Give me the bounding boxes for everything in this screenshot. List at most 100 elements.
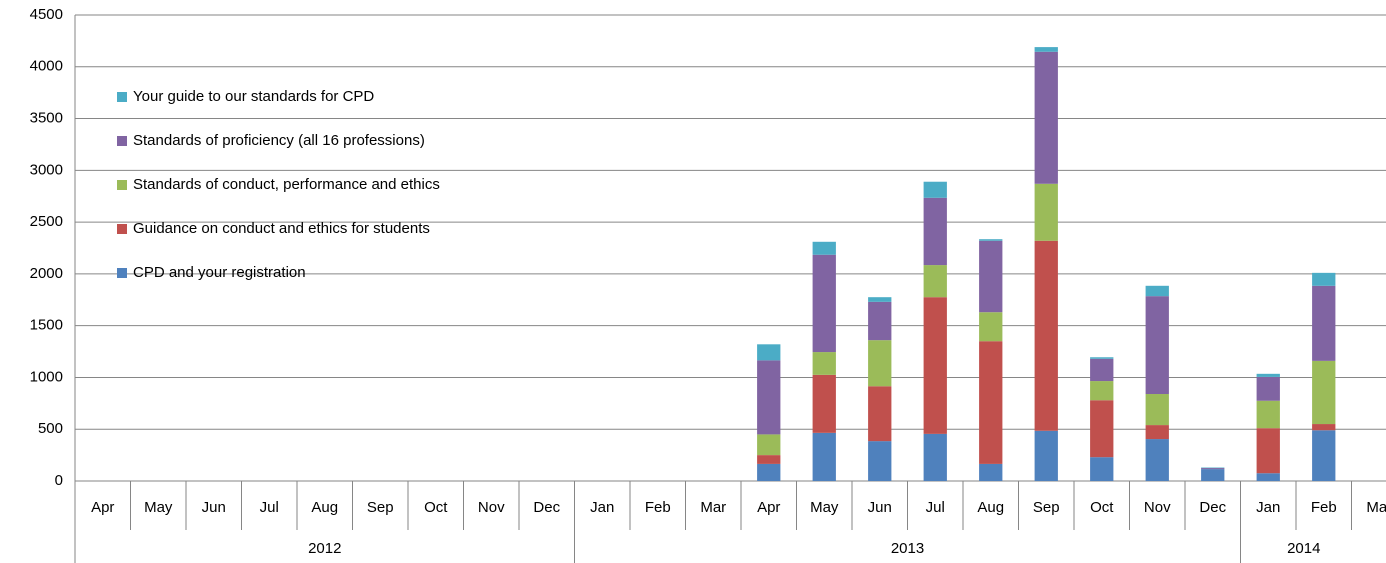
year-label: 2014 bbox=[1287, 540, 1320, 557]
x-tick-label: Jun bbox=[202, 499, 226, 516]
bar-segment bbox=[1256, 428, 1280, 474]
bar-segment bbox=[868, 297, 892, 302]
legend-label: Standards of conduct, performance and et… bbox=[133, 176, 440, 193]
x-tick-label: Apr bbox=[757, 499, 780, 516]
bar-segment bbox=[1034, 430, 1058, 481]
bar-segment bbox=[812, 352, 836, 375]
bar-segment bbox=[1312, 360, 1336, 425]
legend-swatch bbox=[117, 224, 127, 234]
x-tick-label: Jan bbox=[590, 499, 614, 516]
bar-segment bbox=[1090, 358, 1114, 382]
bar-segment bbox=[757, 463, 781, 481]
bar-segment bbox=[812, 432, 836, 481]
legend-swatch bbox=[117, 92, 127, 102]
y-tick-label: 1500 bbox=[30, 317, 63, 334]
y-tick-label: 1000 bbox=[30, 368, 63, 385]
x-tick-label: Sep bbox=[1033, 499, 1060, 516]
bar-segment bbox=[1312, 272, 1336, 286]
bar-segment bbox=[923, 297, 947, 434]
legend-label: Guidance on conduct and ethics for stude… bbox=[133, 220, 430, 237]
x-tick-label: Jun bbox=[868, 499, 892, 516]
bar-segment bbox=[757, 344, 781, 361]
bar-segment bbox=[923, 197, 947, 266]
x-tick-label: Aug bbox=[977, 499, 1004, 516]
x-tick-label: Jul bbox=[260, 499, 279, 516]
y-tick-label: 4500 bbox=[30, 6, 63, 23]
x-tick-label: Oct bbox=[424, 499, 448, 516]
bar-segment bbox=[1145, 439, 1169, 481]
bar-segment bbox=[1201, 468, 1225, 470]
bar-segment bbox=[1145, 285, 1169, 297]
x-tick-label: Sep bbox=[367, 499, 394, 516]
y-tick-label: 0 bbox=[55, 472, 63, 489]
bar-segment bbox=[1090, 381, 1114, 401]
bar-segment bbox=[1034, 183, 1058, 241]
bar-segment bbox=[1090, 400, 1114, 458]
bar-segment bbox=[812, 254, 836, 353]
x-tick-label: Dec bbox=[1199, 499, 1226, 516]
x-tick-label: Nov bbox=[1144, 499, 1171, 516]
bar-segment bbox=[1256, 400, 1280, 429]
y-tick-label: 3000 bbox=[30, 161, 63, 178]
bar-segment bbox=[1145, 296, 1169, 395]
bar-segment bbox=[1256, 376, 1280, 401]
legend-swatch bbox=[117, 180, 127, 190]
bar-segment bbox=[923, 265, 947, 298]
bar-segment bbox=[1090, 457, 1114, 481]
legend-label: Standards of proficiency (all 16 profess… bbox=[133, 132, 425, 149]
bar-segment bbox=[1312, 285, 1336, 361]
bar-segment bbox=[1145, 394, 1169, 426]
bar-segment bbox=[923, 433, 947, 481]
bar-segment bbox=[979, 341, 1003, 464]
x-tick-label: Apr bbox=[91, 499, 114, 516]
bar-segment bbox=[1201, 467, 1225, 469]
x-tick-label: May bbox=[144, 499, 173, 516]
y-tick-label: 500 bbox=[38, 420, 63, 437]
legend-label: CPD and your registration bbox=[133, 264, 306, 281]
bar-segment bbox=[979, 240, 1003, 313]
x-tick-label: May bbox=[810, 499, 839, 516]
x-tick-label: Mar bbox=[1366, 499, 1386, 516]
bar-segment bbox=[1034, 47, 1058, 52]
x-tick-label: Jan bbox=[1256, 499, 1280, 516]
bar-segment bbox=[868, 301, 892, 341]
bar-segment bbox=[757, 360, 781, 435]
bar-segment bbox=[868, 340, 892, 387]
x-tick-label: Nov bbox=[478, 499, 505, 516]
bar-segment bbox=[1034, 51, 1058, 184]
bar-segment bbox=[979, 312, 1003, 342]
x-tick-label: Mar bbox=[700, 499, 726, 516]
y-tick-label: 2500 bbox=[30, 213, 63, 230]
bar-segment bbox=[1034, 240, 1058, 431]
x-tick-label: Feb bbox=[645, 499, 671, 516]
bar-segment bbox=[1090, 357, 1114, 359]
legend-swatch bbox=[117, 268, 127, 278]
bar-segment bbox=[1145, 425, 1169, 440]
bar-segment bbox=[757, 434, 781, 456]
x-tick-label: Dec bbox=[533, 499, 560, 516]
bar-segment bbox=[979, 239, 1003, 241]
y-tick-label: 4000 bbox=[30, 58, 63, 75]
bar-segment bbox=[868, 386, 892, 442]
x-tick-label: Feb bbox=[1311, 499, 1337, 516]
year-label: 2013 bbox=[891, 540, 924, 557]
x-tick-label: Oct bbox=[1090, 499, 1114, 516]
bar-segment bbox=[812, 241, 836, 255]
legend-swatch bbox=[117, 136, 127, 146]
bar-segment bbox=[868, 441, 892, 481]
legend-label: Your guide to our standards for CPD bbox=[133, 88, 374, 105]
bar-segment bbox=[757, 455, 781, 464]
bar-segment bbox=[812, 374, 836, 433]
bar-segment bbox=[979, 463, 1003, 481]
bar-segment bbox=[1201, 469, 1225, 481]
x-tick-label: Jul bbox=[926, 499, 945, 516]
year-label: 2012 bbox=[308, 540, 341, 557]
y-tick-label: 3500 bbox=[30, 110, 63, 127]
x-tick-label: Aug bbox=[311, 499, 338, 516]
bar-segment bbox=[1312, 424, 1336, 431]
bar-segment bbox=[923, 181, 947, 198]
y-tick-label: 2000 bbox=[30, 265, 63, 282]
bar-segment bbox=[1256, 373, 1280, 377]
